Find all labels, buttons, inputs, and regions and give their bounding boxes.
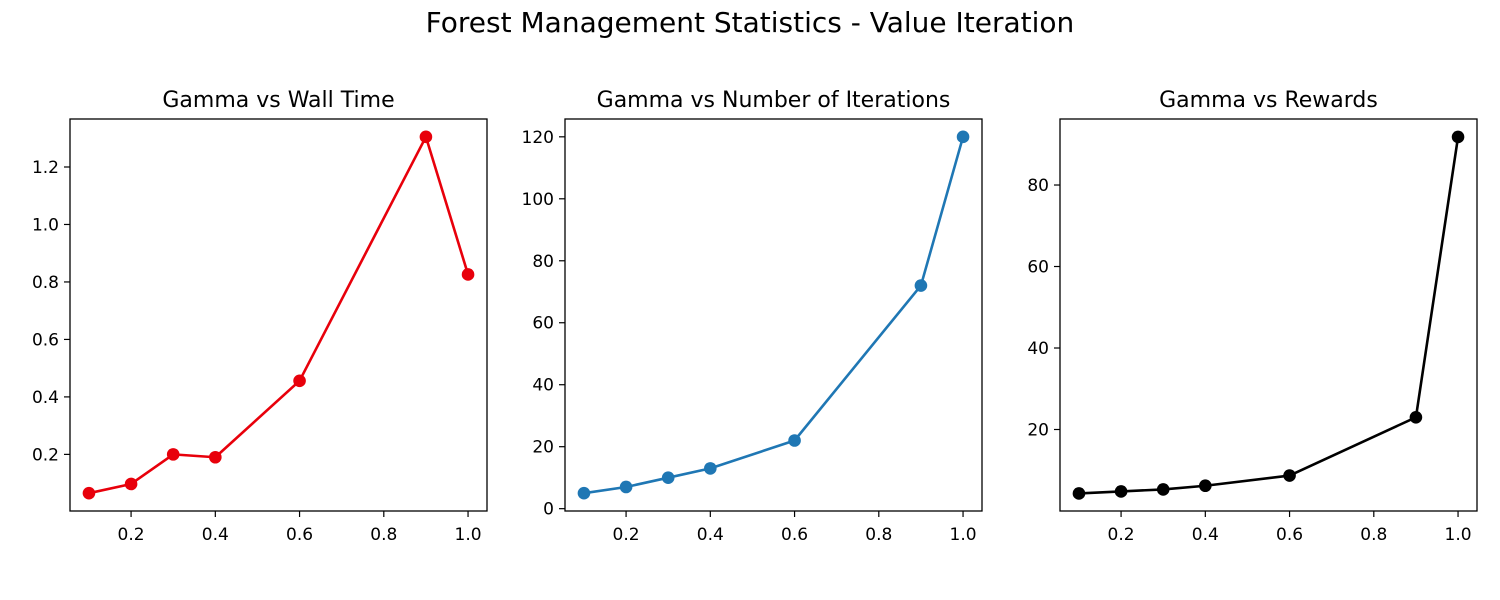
x-tick-label: 0.6 xyxy=(286,525,313,545)
chart-panel-3: Gamma vs Rewards 0.2 0.4 0.6 0.8 1.0 20 40 60 80 xyxy=(1027,88,1478,545)
x-tick-label: 1.0 xyxy=(1445,525,1472,545)
data-point xyxy=(1072,487,1086,500)
y-tick-label: 60 xyxy=(532,314,554,334)
x-tick-label: 0.2 xyxy=(1108,525,1135,545)
data-point xyxy=(1451,130,1465,144)
series-line xyxy=(583,136,965,495)
y-tick-label: 100 xyxy=(522,190,554,210)
series-line xyxy=(1078,136,1460,495)
data-point xyxy=(1199,479,1212,493)
x-tick-label: 0.2 xyxy=(118,525,145,545)
y-tick-label: 0.4 xyxy=(32,388,59,408)
y-tick-label: 80 xyxy=(532,252,554,272)
y-tick-label: 40 xyxy=(1027,339,1049,359)
plot-frame xyxy=(564,118,983,512)
data-point xyxy=(1114,485,1128,498)
data-point xyxy=(1283,469,1296,482)
data-point xyxy=(293,374,306,388)
x-tick-label: 0.8 xyxy=(370,525,397,545)
y-tick-label: 0.2 xyxy=(32,445,59,465)
y-tick-label: 80 xyxy=(1027,176,1049,196)
data-point xyxy=(124,477,138,491)
x-tick-label: 0.6 xyxy=(1276,525,1303,545)
data-point xyxy=(1409,410,1423,424)
y-tick-label: 60 xyxy=(1027,258,1049,278)
x-tick-label: 0.4 xyxy=(697,525,724,545)
series-line xyxy=(88,135,470,495)
plot-frame xyxy=(1059,118,1478,512)
plot-frame xyxy=(69,118,488,512)
data-point xyxy=(419,130,433,144)
chart-title: Gamma vs Wall Time xyxy=(162,88,394,113)
chart-title: Gamma vs Number of Iterations xyxy=(597,88,951,113)
y-tick-label: 120 xyxy=(522,128,554,148)
x-tick-label: 0.8 xyxy=(865,525,892,545)
y-tick-label: 0.6 xyxy=(32,330,59,350)
data-point xyxy=(914,279,928,292)
data-point xyxy=(619,480,633,494)
chart-panel-1: Gamma vs Wall Time 0.2 0.4 0.6 0.8 1.0 0.2 0.4 0… xyxy=(32,88,488,545)
x-tick-label: 0.4 xyxy=(202,525,229,545)
x-tick-label: 1.0 xyxy=(455,525,482,545)
figure-title: Forest Management Statistics - Value Ite… xyxy=(425,6,1075,39)
y-tick-label: 0.8 xyxy=(32,273,59,293)
data-point xyxy=(166,448,180,461)
y-tick-label: 0 xyxy=(543,500,554,520)
data-point xyxy=(704,462,717,475)
data-point xyxy=(82,486,96,500)
y-tick-label: 20 xyxy=(532,438,554,458)
y-tick-label: 20 xyxy=(1027,421,1049,441)
data-point xyxy=(461,268,475,281)
chart-title: Gamma vs Rewards xyxy=(1159,88,1378,113)
chart-panel-2: Gamma vs Number of Iterations 0.2 0.4 0.6 0.… xyxy=(522,88,983,545)
data-point xyxy=(1156,483,1170,496)
x-tick-label: 1.0 xyxy=(950,525,977,545)
data-point xyxy=(788,434,801,447)
x-tick-label: 0.6 xyxy=(781,525,808,545)
x-tick-label: 0.4 xyxy=(1192,525,1219,545)
data-point xyxy=(209,450,222,464)
x-tick-label: 0.2 xyxy=(613,525,640,545)
x-tick-label: 0.8 xyxy=(1360,525,1387,545)
data-point xyxy=(577,486,591,500)
data-point xyxy=(661,471,675,484)
y-tick-label: 40 xyxy=(532,376,554,396)
y-tick-label: 1.0 xyxy=(32,215,59,235)
data-point xyxy=(956,130,970,144)
y-tick-label: 1.2 xyxy=(32,158,59,178)
